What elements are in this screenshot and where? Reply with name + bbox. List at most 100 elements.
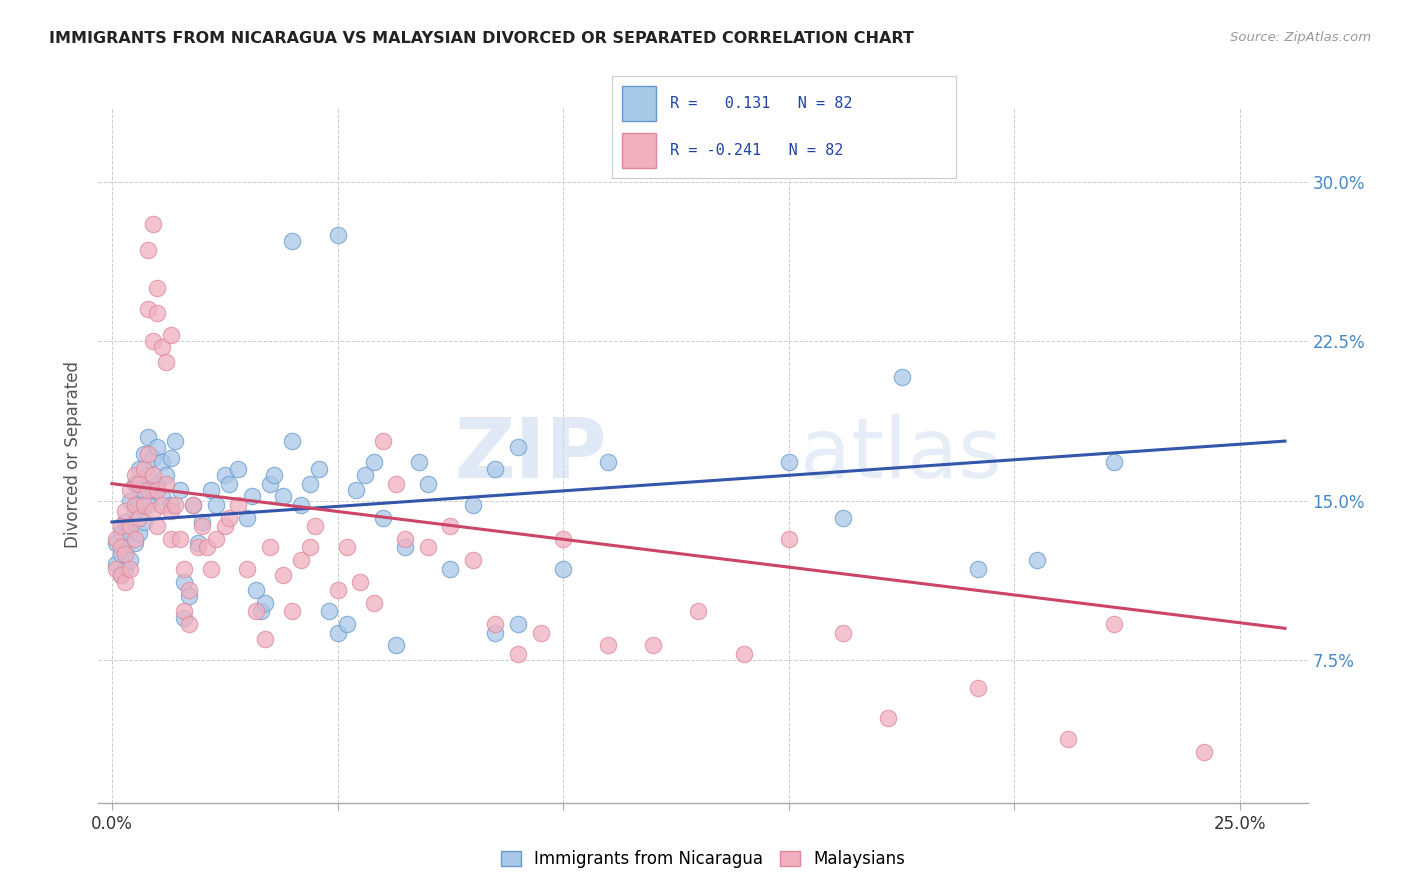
- Point: [1102, 455, 1125, 469]
- Point: [159, 451, 181, 466]
- Point: [110, 568, 132, 582]
- Point: [118, 519, 141, 533]
- Point: [110, 568, 132, 582]
- Point: [688, 604, 710, 618]
- Point: [290, 553, 312, 567]
- Point: [236, 510, 259, 524]
- Point: [353, 468, 375, 483]
- Point: [1192, 745, 1215, 759]
- Point: [136, 468, 159, 483]
- Point: [416, 476, 439, 491]
- Point: [114, 541, 136, 555]
- Point: [254, 632, 277, 646]
- Point: [105, 558, 128, 572]
- Point: [259, 541, 281, 555]
- Point: [263, 468, 285, 483]
- Point: [136, 430, 159, 444]
- Point: [191, 515, 214, 529]
- Point: [159, 498, 181, 512]
- Point: [159, 504, 181, 518]
- Point: [128, 462, 150, 476]
- Text: Source: ZipAtlas.com: Source: ZipAtlas.com: [1230, 31, 1371, 45]
- Point: [394, 541, 416, 555]
- Point: [136, 447, 159, 461]
- Point: [335, 541, 357, 555]
- Text: R =   0.131   N = 82: R = 0.131 N = 82: [671, 96, 852, 111]
- Point: [146, 281, 169, 295]
- Point: [150, 455, 173, 469]
- Point: [245, 604, 267, 618]
- Point: [598, 638, 620, 652]
- Point: [195, 541, 218, 555]
- Point: [132, 447, 155, 461]
- Point: [110, 547, 132, 561]
- Point: [363, 596, 385, 610]
- Point: [169, 483, 191, 497]
- Point: [105, 536, 128, 550]
- Point: [967, 562, 990, 576]
- Point: [150, 341, 173, 355]
- Point: [1102, 617, 1125, 632]
- Point: [281, 434, 304, 448]
- Point: [142, 504, 165, 518]
- Point: [191, 519, 214, 533]
- Point: [146, 306, 169, 320]
- Point: [132, 483, 155, 497]
- Point: [218, 476, 240, 491]
- Point: [245, 582, 267, 597]
- Point: [150, 490, 173, 504]
- Point: [484, 462, 506, 476]
- Point: [385, 638, 408, 652]
- Point: [439, 562, 461, 576]
- Point: [326, 227, 349, 242]
- Point: [318, 604, 340, 618]
- Point: [136, 498, 159, 512]
- Point: [155, 476, 177, 491]
- Point: [335, 617, 357, 632]
- Point: [326, 625, 349, 640]
- Point: [142, 217, 165, 231]
- Point: [142, 468, 165, 483]
- Point: [506, 647, 529, 661]
- Point: [226, 498, 249, 512]
- Point: [173, 574, 195, 589]
- Point: [128, 525, 150, 540]
- Point: [110, 541, 132, 555]
- Point: [132, 515, 155, 529]
- Point: [218, 510, 240, 524]
- Point: [778, 532, 800, 546]
- Point: [128, 510, 150, 524]
- Point: [118, 493, 141, 508]
- Point: [877, 711, 900, 725]
- Point: [204, 532, 226, 546]
- FancyBboxPatch shape: [621, 87, 657, 121]
- Point: [371, 434, 394, 448]
- Point: [308, 462, 330, 476]
- Point: [146, 441, 169, 455]
- Point: [1057, 731, 1080, 746]
- Point: [118, 483, 141, 497]
- Point: [177, 582, 200, 597]
- Point: [598, 455, 620, 469]
- Point: [240, 490, 263, 504]
- Point: [778, 455, 800, 469]
- Point: [159, 532, 181, 546]
- Point: [273, 490, 295, 504]
- Point: [159, 327, 181, 342]
- Point: [114, 562, 136, 576]
- Point: [173, 610, 195, 624]
- Text: IMMIGRANTS FROM NICARAGUA VS MALAYSIAN DIVORCED OR SEPARATED CORRELATION CHART: IMMIGRANTS FROM NICARAGUA VS MALAYSIAN D…: [49, 31, 914, 46]
- Point: [142, 451, 165, 466]
- Point: [553, 532, 575, 546]
- Point: [110, 519, 132, 533]
- Point: [165, 434, 187, 448]
- Point: [461, 553, 484, 567]
- Point: [146, 519, 169, 533]
- Point: [114, 515, 136, 529]
- Point: [187, 541, 209, 555]
- Point: [114, 504, 136, 518]
- Point: [967, 681, 990, 695]
- Point: [124, 536, 146, 550]
- Point: [114, 574, 136, 589]
- Point: [484, 617, 506, 632]
